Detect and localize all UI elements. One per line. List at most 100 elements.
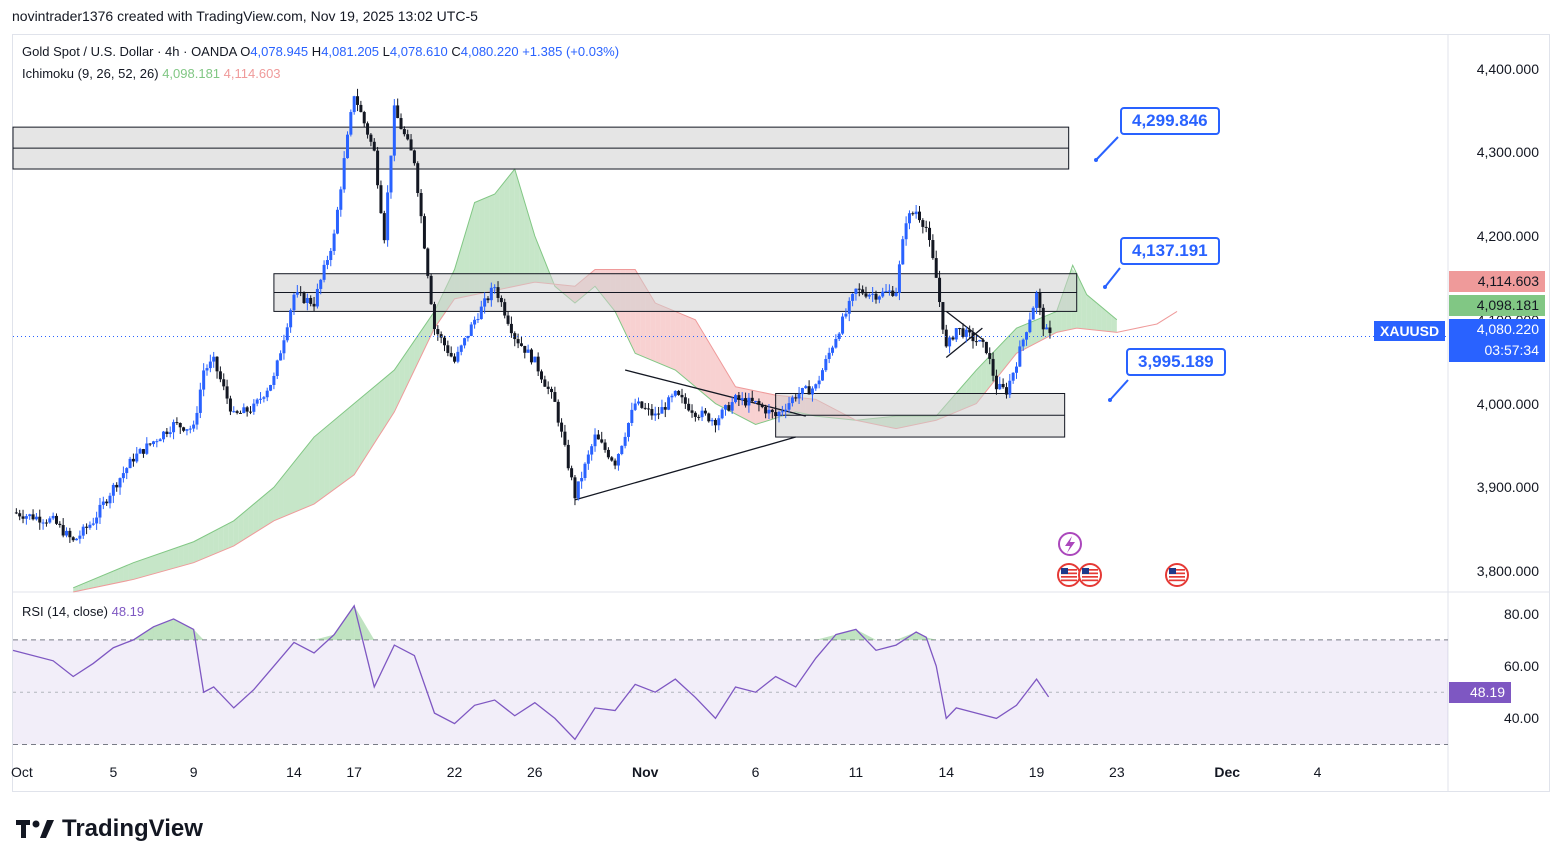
candle-body <box>138 449 142 454</box>
candle-body <box>613 460 617 466</box>
candle-body <box>570 468 574 478</box>
cloud-segment <box>655 303 661 364</box>
candle-body <box>871 293 875 295</box>
cloud-segment <box>203 533 209 559</box>
cloud-segment <box>248 504 254 537</box>
candle-body <box>770 409 774 413</box>
cloud-segment <box>168 548 174 570</box>
candle-body <box>660 407 664 414</box>
cloud-segment <box>690 317 696 387</box>
cloud-segment <box>399 355 405 402</box>
symbol-title[interactable]: Gold Spot / U.S. Dollar · 4h · OANDA <box>22 44 237 59</box>
candle-body <box>329 250 333 261</box>
candle-body <box>75 538 79 541</box>
ichimoku-legend[interactable]: Ichimoku (9, 26, 52, 26) 4,098.181 4,114… <box>22 66 281 81</box>
candle-body <box>730 402 734 411</box>
candle-body <box>901 239 905 265</box>
candle-body <box>650 409 654 416</box>
cloud-segment <box>153 553 159 574</box>
cloud-segment <box>133 560 139 580</box>
candle-body <box>543 379 547 387</box>
candle-body <box>600 439 604 443</box>
change-value: +1.385 (+0.03%) <box>522 44 620 59</box>
rsi-overbought-fill <box>815 634 836 640</box>
candle-body <box>1008 380 1012 395</box>
candle-body <box>175 422 179 424</box>
candle-body <box>479 306 483 320</box>
candle-body <box>616 454 620 466</box>
candle-body <box>988 353 992 359</box>
cloud-segment <box>670 309 676 371</box>
candle-body <box>851 293 855 301</box>
price-tick-label: 3,900.000 <box>1476 479 1539 496</box>
callout-lower[interactable]: 3,995.189 <box>1126 348 1226 376</box>
candle-body <box>188 428 192 430</box>
candle-body <box>88 524 92 528</box>
candle-body <box>924 226 928 228</box>
rsi-label: RSI (14, close) <box>22 604 108 619</box>
candle-body <box>429 275 433 305</box>
candle-body <box>954 328 958 340</box>
candle-body <box>734 395 738 403</box>
candle-body <box>158 439 162 442</box>
candle-body <box>529 349 533 363</box>
candle-body <box>807 386 811 395</box>
candle-body <box>620 445 624 455</box>
candle-body <box>750 397 754 402</box>
cloud-segment <box>404 348 410 391</box>
candle-body <box>202 370 206 390</box>
cloud-segment <box>389 370 395 420</box>
candle-body <box>994 375 998 390</box>
candle-body <box>101 501 105 505</box>
cloud-segment <box>374 382 380 444</box>
candle-body <box>1014 366 1018 373</box>
span-a-price-tag: 4,098.181 <box>1449 295 1545 316</box>
candle-body <box>125 468 129 474</box>
candle-body <box>596 434 600 440</box>
candle-body <box>178 422 182 428</box>
cloud-segment <box>339 411 345 486</box>
chart-frame <box>12 34 1550 792</box>
candle-body <box>961 328 965 337</box>
candle-body <box>78 535 82 539</box>
cloud-segment <box>519 185 525 286</box>
candle-body <box>814 384 818 389</box>
candle-body <box>884 291 888 293</box>
price-tick-label: 4,300.000 <box>1476 144 1539 161</box>
candle-body <box>710 419 714 422</box>
cloud-segment <box>494 187 500 291</box>
candle-body <box>787 403 791 410</box>
candle-body <box>526 349 530 353</box>
flag-canton <box>1082 568 1089 574</box>
callout-upper[interactable]: 4,299.846 <box>1120 107 1220 135</box>
candle-body <box>111 484 115 496</box>
rsi-overbought-fill <box>354 605 375 640</box>
cloud-segment <box>509 169 515 288</box>
time-tick-label: 11 <box>848 764 864 780</box>
flag-stripe <box>1082 572 1098 575</box>
candle-body <box>968 329 972 333</box>
candle-body <box>459 345 463 352</box>
candle-body <box>141 449 145 454</box>
rsi-legend[interactable]: RSI (14, close) 48.19 <box>22 604 144 619</box>
candle-body <box>356 96 360 105</box>
candle-body <box>456 351 460 362</box>
callout-middle[interactable]: 4,137.191 <box>1120 237 1220 265</box>
candle-body <box>1045 327 1049 330</box>
candle-body <box>1035 292 1039 308</box>
time-tick-label: 22 <box>446 764 463 780</box>
candle-body <box>513 333 517 340</box>
cloud-segment <box>128 562 134 581</box>
candle-body <box>416 163 420 194</box>
candle-body <box>643 407 647 409</box>
rsi-overbought-fill <box>855 629 877 640</box>
candle-body <box>593 434 597 447</box>
candle-body <box>540 371 544 380</box>
cloud-segment <box>1011 328 1017 360</box>
candle-body <box>560 422 564 432</box>
candle-body <box>379 185 383 214</box>
cloud-segment <box>1091 298 1097 331</box>
flag-stripe <box>1169 572 1185 575</box>
cloud-segment <box>725 370 731 412</box>
